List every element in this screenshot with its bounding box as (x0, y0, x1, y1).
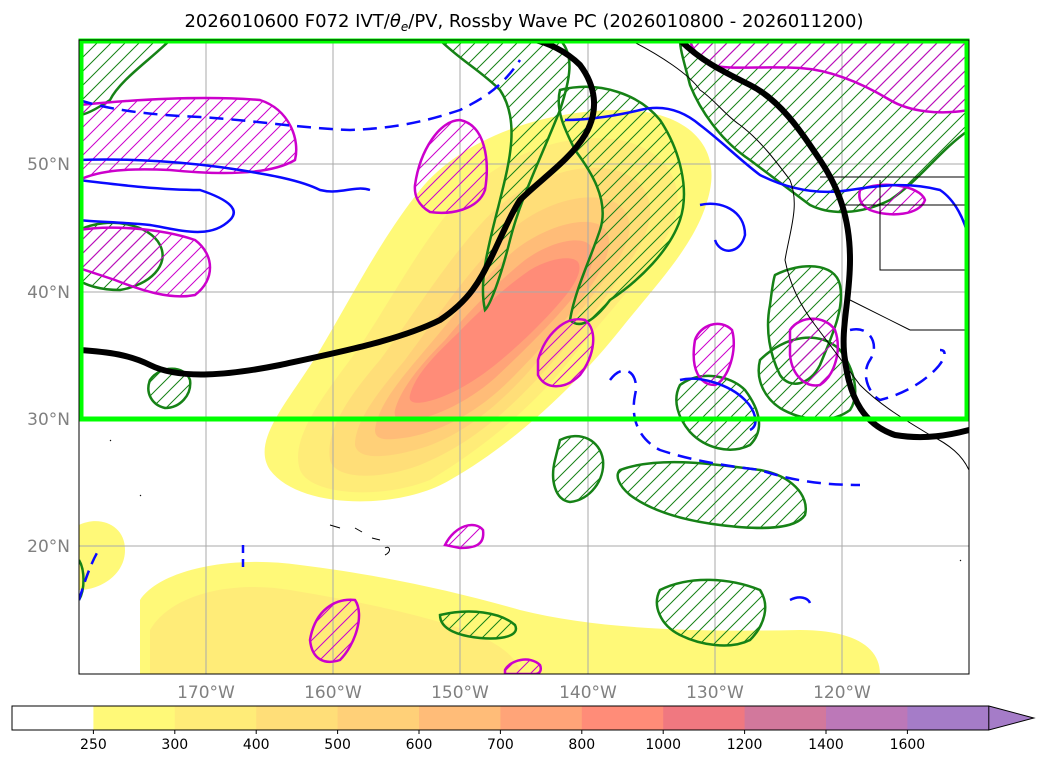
pv-region (788, 317, 839, 387)
jet-line-east (677, 40, 969, 441)
theta-e-line (789, 596, 812, 604)
wave-region (557, 85, 686, 326)
colorbar-segment (337, 706, 420, 730)
theta-e-line (79, 547, 102, 601)
colorbar-segment (12, 706, 94, 730)
colorbar-segment (500, 706, 583, 730)
lat-tick-label: 40°N (27, 283, 70, 303)
ivt-250-west (79, 521, 125, 590)
colorbar-tick-label: 700 (487, 737, 514, 753)
wave-region (147, 367, 192, 410)
colorbar-tick-label: 250 (80, 737, 107, 753)
colorbar-tick-label: 300 (161, 737, 188, 753)
chart-title: 2026010600 F072 IVT/θe/PV, Rossby Wave P… (184, 11, 863, 34)
state-borders (820, 176, 969, 331)
colorbar-segment (174, 706, 257, 730)
theta-e-line (79, 59, 522, 132)
theta-e-line (609, 369, 861, 487)
colorbar-segment (663, 706, 746, 730)
colorbar-tick-label: 800 (568, 737, 595, 753)
colorbar-tick-label: 1000 (645, 737, 681, 753)
hawaii-islands (329, 524, 390, 556)
colorbar-tick-label: 500 (324, 737, 351, 753)
lat-tick-label: 20°N (27, 537, 70, 557)
lon-tick-label: 130°W (686, 683, 744, 703)
jet-line-west (79, 40, 598, 378)
colorbar-segment (419, 706, 501, 730)
colorbar-tick-label: 400 (243, 737, 270, 753)
lon-tick-label: 170°W (177, 683, 235, 703)
theta-e-line (564, 106, 969, 241)
lat-tick-label: 50°N (27, 155, 70, 175)
lat-tick-label: 30°N (27, 410, 70, 430)
lon-tick-label: 150°W (431, 683, 489, 703)
ivt-800 (409, 258, 580, 403)
lon-tick-label: 140°W (559, 683, 617, 703)
jet-contours (79, 40, 969, 441)
colorbar-extend-arrow (988, 705, 1036, 731)
map-frame (78, 39, 970, 675)
colorbar-tick-label: 1600 (890, 737, 926, 753)
pv-region (443, 523, 485, 550)
colorbar-segment (907, 706, 990, 730)
lon-tick-label: 160°W (304, 683, 362, 703)
pv-region (536, 317, 595, 388)
theta-e-line (79, 158, 371, 193)
pv-region (79, 226, 212, 298)
theta-e-line (679, 377, 757, 432)
lon-tick-label: 120°W (813, 683, 871, 703)
map-panel (79, 40, 969, 674)
pv-region (79, 96, 298, 182)
theta-e-line (699, 202, 747, 252)
pv-region (308, 598, 361, 664)
colorbar-segment (744, 706, 827, 730)
theta-e-line (849, 327, 946, 402)
colorbar-segment (581, 706, 664, 730)
colorbar-tick-label: 600 (406, 737, 433, 753)
wave-region (438, 610, 518, 640)
colorbar-tick-label: 1400 (808, 737, 844, 753)
colorbar-segment (826, 706, 908, 730)
wave-region (551, 434, 605, 504)
highlight-box (78, 38, 970, 422)
theta-e-contours (79, 59, 969, 604)
lon-tick-labels: 170°W 160°W 150°W 140°W 130°W 120°W (177, 683, 871, 703)
colorbar-tick-label: 1200 (727, 737, 763, 753)
pv-region (413, 118, 488, 214)
pv-region (692, 322, 736, 387)
colorbar-segment (256, 706, 339, 730)
colorbar-segment (93, 706, 176, 730)
theta-e-line (79, 178, 235, 234)
pv-region (858, 183, 927, 216)
small-islands (109, 439, 962, 562)
pv-contours (79, 40, 969, 674)
lat-tick-labels: 50°N 40°N 30°N 20°N (27, 155, 70, 557)
wave-region (655, 578, 767, 647)
colorbar: 250 300 400 500 600 700 800 1000 1200 1400 1600 (11, 705, 1036, 753)
